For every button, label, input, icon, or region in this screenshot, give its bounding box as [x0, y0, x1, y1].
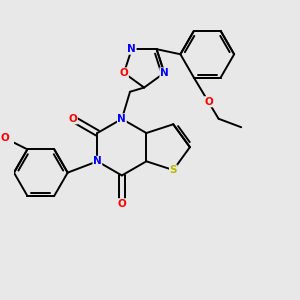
Text: O: O	[204, 97, 213, 107]
Text: N: N	[93, 156, 102, 166]
Text: N: N	[118, 114, 126, 124]
Text: O: O	[118, 199, 126, 209]
Text: O: O	[120, 68, 128, 78]
Text: N: N	[160, 68, 169, 78]
Text: S: S	[169, 165, 177, 175]
Text: O: O	[68, 114, 77, 124]
Text: O: O	[0, 133, 9, 143]
Text: N: N	[127, 44, 136, 54]
